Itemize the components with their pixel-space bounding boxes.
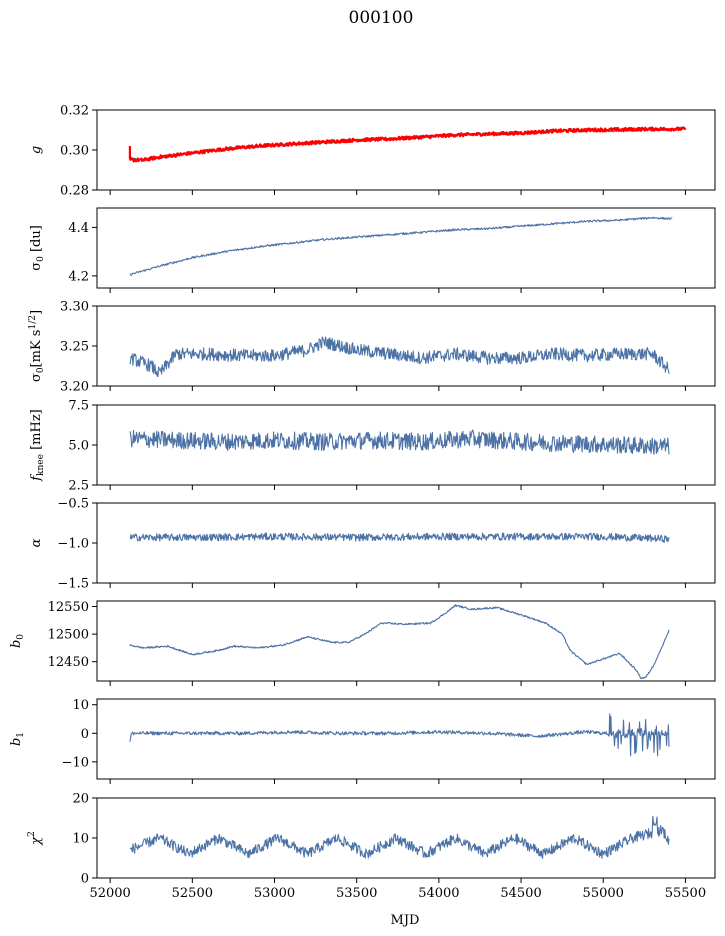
y-axis-label: α [29, 538, 44, 547]
unit: [du] [29, 225, 44, 256]
y-tick-label: 12450 [48, 655, 89, 670]
y-tick-label: 7.5 [68, 399, 89, 414]
superscript: 2 [27, 831, 37, 837]
panel-1: 0.28 0.30 0.32 g [29, 104, 716, 199]
superscript: 1/2 [28, 315, 38, 329]
y-tick-label: 10 [72, 832, 89, 847]
y-axis-label: g [29, 146, 44, 154]
series-line [129, 336, 670, 378]
y-axis-label: fknee [mHz] [29, 409, 46, 482]
x-tick-label: 53000 [254, 886, 295, 901]
y-tick-label: 10 [72, 698, 89, 713]
y-tick-label: −10 [62, 755, 89, 770]
y-tick-label: 0.30 [60, 144, 89, 159]
panels: 0.28 0.30 0.32 g 4.2 4.4 σ0 [du] 3.20 3.25 3.30 σ0… [9, 104, 716, 901]
x-tick-label: 53500 [336, 886, 377, 901]
x-tick-label: 55000 [583, 886, 624, 901]
panel-3: 3.20 3.25 3.30 σ0[mK s1/2] [28, 300, 716, 395]
y-tick-label: 20 [72, 792, 89, 807]
y-tick-label: 0.28 [60, 184, 89, 199]
unit: [mHz] [29, 409, 44, 454]
unit: [mK s [29, 330, 44, 368]
series-line [129, 127, 673, 163]
figure-title: 000100 [349, 8, 414, 28]
x-axis-label: MJD [391, 913, 420, 928]
subscript: knee [36, 454, 46, 476]
y-axis-label: σ0 [du] [29, 225, 46, 271]
y-tick-label: 3.20 [60, 380, 89, 395]
subscript: 0 [36, 367, 46, 373]
symbol: b [9, 738, 24, 746]
series-line [129, 604, 670, 680]
y-axis-label: χ2 [27, 831, 44, 846]
y-axis-label: σ0[mK s1/2] [28, 310, 46, 382]
panel-8: 0 10 20 52000 52500 53000 53500 54000 54500 55000… [27, 792, 716, 901]
panel-frame [96, 600, 716, 682]
y-tick-label: 2.5 [68, 479, 89, 494]
y-tick-label: −1.5 [57, 577, 89, 592]
series-line [129, 815, 670, 859]
panel-5: −1.5 −1.0 −0.5 α [29, 497, 716, 592]
y-tick-label: 4.2 [68, 269, 89, 284]
panel-7: −10 0 10 b1 [9, 698, 716, 784]
symbol: α [29, 538, 44, 547]
y-tick-label: 0 [81, 727, 89, 742]
panel-frame [96, 305, 716, 387]
panel-frame [96, 797, 716, 879]
panel-frame [96, 207, 716, 289]
series-line [128, 126, 687, 163]
series-line [129, 713, 670, 757]
y-tick-label: 3.30 [60, 300, 89, 315]
y-tick-label: −1.0 [57, 537, 89, 552]
y-tick-label: 12550 [48, 600, 89, 615]
x-tick-label: 55500 [665, 886, 706, 901]
y-axis-label: b1 [9, 732, 26, 746]
symbol: b [9, 640, 24, 648]
series-line [129, 216, 673, 276]
y-tick-label: 12500 [48, 628, 89, 643]
panel-frame [96, 502, 716, 584]
panel-2: 4.2 4.4 σ0 [du] [29, 207, 716, 293]
unit-close: ] [29, 310, 44, 315]
y-axis-label: b0 [9, 634, 26, 648]
y-tick-label: 5.0 [68, 439, 89, 454]
panel-6: 12450 12500 12550 b0 [9, 600, 716, 686]
x-tick-label: 52000 [89, 886, 130, 901]
subscript: 0 [16, 634, 26, 640]
y-tick-label: 3.25 [60, 340, 89, 355]
x-tick-label: 54000 [418, 886, 459, 901]
x-tick-label: 52500 [172, 886, 213, 901]
symbol: χ [29, 836, 44, 846]
y-tick-label: −0.5 [57, 497, 89, 512]
x-tick-label: 54500 [500, 886, 541, 901]
symbol: f [29, 474, 44, 482]
symbol: g [29, 146, 44, 154]
y-tick-label: 0 [81, 872, 89, 887]
series-line [129, 532, 670, 543]
subscript: 0 [36, 256, 46, 262]
y-tick-label: 4.4 [68, 221, 89, 236]
series-line [129, 429, 670, 455]
subscript: 1 [16, 732, 26, 738]
panel-frame [96, 109, 716, 191]
panel-4: 2.5 5.0 7.5 fknee [mHz] [29, 399, 716, 494]
y-tick-label: 0.32 [60, 104, 89, 119]
panel-frame [96, 698, 716, 780]
